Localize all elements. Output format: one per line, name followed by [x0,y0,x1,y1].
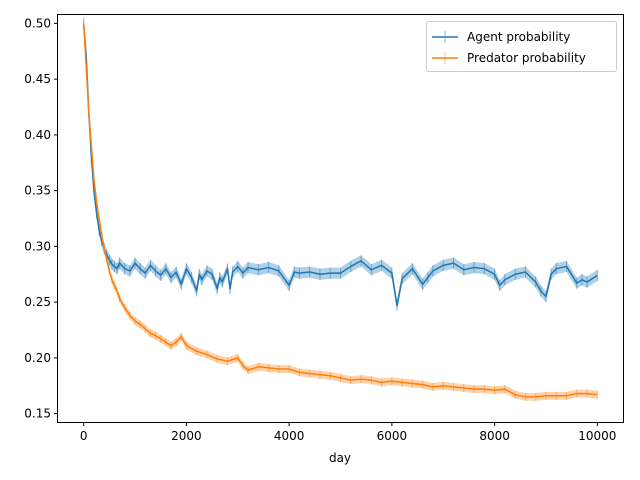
series-line [82,23,598,307]
x-tick-label: 10000 [578,429,616,443]
series-2 [82,19,598,401]
y-axis: 0.15 0.20 0.25 0.30 0.35 0.40 0.45 0.50 [24,16,58,421]
x-axis: 0 2000 4000 6000 8000 10000 [80,422,616,443]
y-tick-label: 0.20 [24,351,51,365]
legend-label: Predator probability [467,51,586,65]
y-tick-label: 0.35 [24,184,51,198]
x-tick-label: 2000 [171,429,202,443]
x-tick-label: 4000 [274,429,305,443]
y-tick-label: 0.40 [24,128,51,142]
legend-box [426,21,617,72]
y-tick-label: 0.15 [24,407,51,421]
legend-entry: Predator probability [432,51,586,65]
error-band [83,19,598,401]
y-tick-label: 0.25 [24,295,51,309]
y-tick-label: 0.50 [24,16,51,30]
series-line [82,23,598,398]
legend: Agent probability Predator probability [426,21,617,72]
plot-area-frame [57,14,624,423]
x-tick-label: 6000 [377,429,408,443]
y-tick-label: 0.30 [24,239,51,253]
legend-entry: Agent probability [432,30,570,44]
x-tick-label: 0 [80,429,88,443]
x-tick-label: 8000 [479,429,510,443]
legend-label: Agent probability [467,30,570,44]
series-1 [82,17,598,312]
y-tick-label: 0.45 [24,72,51,86]
x-axis-label: day [329,451,351,465]
